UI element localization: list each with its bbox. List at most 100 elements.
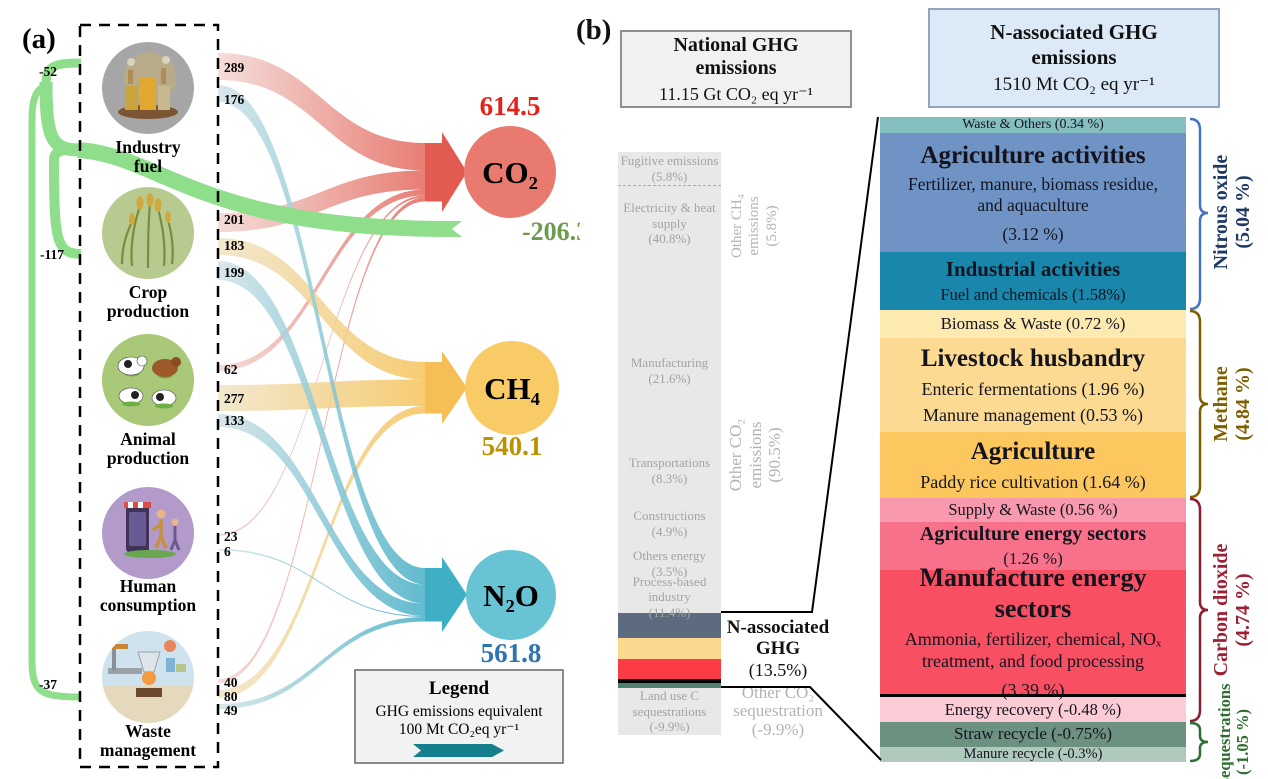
brace-nitrous-oxide (1189, 117, 1209, 311)
ch4-total: 540.1 (482, 431, 543, 461)
value-industry-n2o: 176 (224, 92, 245, 107)
source-label-waste-1: Waste (125, 721, 171, 741)
flow-animal-n2o (218, 414, 425, 616)
value-waste-ch4: 80 (224, 689, 238, 704)
rseg-ind-desc: Fuel and chemicals (1.58%) (940, 285, 1126, 305)
source-label-human-2: consumption (100, 595, 197, 615)
animal-production-icon (102, 334, 194, 426)
source-label-industry-2: fuel (134, 156, 162, 176)
negative-co2-band-end (448, 221, 462, 237)
nassoc-callout-pct: (13.5%) (748, 660, 808, 680)
flow-crop-ch4 (218, 238, 425, 380)
value-industry-co2: 289 (224, 60, 245, 75)
seg-manufacturing: Manufacturing (21.6%) (618, 301, 721, 441)
loop-bottom-37 (28, 82, 82, 701)
human-consumption-icon (102, 487, 194, 579)
rseg-agri-desc: Fertilizer, manure, biomass residue, and… (907, 174, 1159, 215)
n2o-total: 561.8 (481, 638, 542, 668)
source-label-crop-2: production (107, 301, 190, 321)
source-label-crop-1: Crop (129, 282, 168, 302)
seg-nassoc-n2o (618, 613, 721, 638)
rseg-energy-recovery: Energy recovery (-0.48 %) (880, 697, 1186, 722)
rseg-livestock-title: Livestock husbandry (920, 345, 1146, 373)
brace-label-c-sequestrations: C sequestrations (-1.05 %) (1215, 683, 1253, 779)
nassoc-ghg-value: 1510 Mt CO₂ eq yr⁻¹ (993, 73, 1155, 95)
seg-landuse: Land use C sequestrations (-9.9%) (618, 688, 721, 735)
ch4-arrow (425, 351, 467, 424)
source-label-human-1: Human (120, 576, 177, 596)
loop-top-52 (41, 58, 82, 87)
rseg-manure-label: Manure recycle (-0.3%) (963, 745, 1103, 762)
value-crop-co2: 201 (224, 212, 245, 227)
flow-animal-co2 (218, 189, 425, 371)
negative-co2-loops (28, 58, 82, 701)
co2-arrow (425, 132, 467, 212)
rseg-pos-neg-divider (880, 694, 1186, 697)
nassoc-ghg-header: N-associated GHG emissions 1510 Mt CO₂ e… (928, 8, 1220, 108)
rseg-agri-energy-title: Agriculture energy sectors (919, 522, 1147, 545)
n2o-flows (218, 85, 425, 709)
national-ghg-title: National GHG emissions (673, 33, 799, 79)
ch4-flows (218, 238, 425, 698)
rseg-ind-title: Industrial activities (945, 257, 1121, 282)
brace-label-methane: Methane (4.84 %) (1210, 366, 1255, 442)
rseg-energy-recovery-label: Energy recovery (-0.48 %) (944, 699, 1122, 719)
legend-title: Legend (429, 678, 490, 699)
nassoc-callout-title: N-associated GHG (726, 617, 830, 659)
other-co2-side-label: Other CO₂ emissions (90.5%) (726, 418, 785, 492)
national-ghg-value: 11.15 Gt CO₂ eq yr⁻¹ (659, 83, 813, 104)
sankey-panel: (a) (22, 23, 580, 769)
n2o-node-label: N₂O (483, 578, 539, 613)
seg-others-energy: Others energy (3.5%) (618, 546, 721, 581)
seg-electricity: Electricity & heat supply (40.8%) (618, 186, 721, 301)
value-negative-mid: -117 (40, 247, 64, 262)
rseg-agri-energy: Agriculture energy sectors (1.26 %) (880, 522, 1186, 570)
waste-management-icon (102, 631, 194, 723)
nassoc-ghg-title: N-associated GHG emissions (990, 20, 1158, 69)
seg-transportations: Transportations (8.3%) (618, 441, 721, 501)
seg-constructions: Constructions (4.9%) (618, 501, 721, 546)
panel-a-label: (a) (22, 23, 56, 55)
legend-line1: GHG emissions equivalent (375, 703, 543, 720)
value-human-n2o: 6 (224, 544, 231, 559)
rseg-biomass-label: Biomass & Waste (0.72 %) (940, 313, 1126, 333)
rseg-industrial-activities: Industrial activities Fuel and chemicals… (880, 252, 1186, 310)
rseg-manuf-title: Manufacture energy sectors (919, 562, 1147, 623)
seg-nassoc-cseq (618, 683, 721, 688)
source-label-industry-1: Industry (115, 137, 180, 157)
rseg-agri-energy-pct: (1.26 %) (1003, 549, 1063, 569)
co2-negative-value: -206.3 (522, 217, 580, 246)
co2-node (464, 126, 556, 218)
rseg-manure-recycle: Manure recycle (-0.3%) (880, 745, 1186, 762)
source-box (78, 23, 220, 769)
nassoc-bar: Waste & Others (0.34 %) Agriculture acti… (880, 117, 1186, 762)
rseg-manuf-desc: Ammonia, fertilizer, chemical, NOₓ treat… (904, 629, 1162, 671)
national-bar: Fugitive emissions (5.8%) Electricity & … (618, 152, 721, 735)
legend-box: Legend GHG emissions equivalent 100 Mt C… (354, 669, 564, 764)
rseg-supply-waste: Supply & Waste (0.56 %) (880, 498, 1186, 522)
flow-human-co2 (218, 195, 425, 536)
value-crop-n2o: 199 (224, 265, 245, 280)
rseg-agriculture-desc: Paddy rice cultivation (1.64 %) (920, 471, 1146, 492)
brace-c-sequestrations (1189, 721, 1209, 763)
rseg-waste-others-label: Waste & Others (0.34 %) (962, 116, 1104, 132)
n2o-node (466, 550, 556, 640)
seg-nassoc-co2 (618, 659, 721, 679)
rseg-livestock: Livestock husbandry Enteric fermentation… (880, 338, 1186, 432)
panel-b-label: (b) (576, 14, 612, 46)
value-animal-ch4: 277 (224, 391, 245, 406)
rseg-waste-others: Waste & Others (0.34 %) (880, 117, 1186, 133)
loop-trunk (39, 81, 81, 157)
crop-production-icon (102, 187, 194, 279)
flow-industry-co2 (218, 53, 425, 171)
national-ghg-header: National GHG emissions 11.15 Gt CO₂ eq y… (620, 30, 852, 108)
source-label-animal-2: production (107, 448, 190, 468)
ch4-node-label: CH₄ (484, 371, 540, 406)
flow-waste-co2 (218, 197, 425, 683)
value-crop-ch4: 183 (224, 238, 245, 253)
ch4-node (465, 341, 559, 435)
source-label-waste-2: management (100, 740, 196, 760)
value-negative-bottom: -37 (39, 677, 57, 692)
other-seq-label: Other CO₂ sequestration (-9.9%) (733, 683, 823, 739)
rseg-agriculture: Agriculture Paddy rice cultivation (1.64… (880, 432, 1186, 498)
